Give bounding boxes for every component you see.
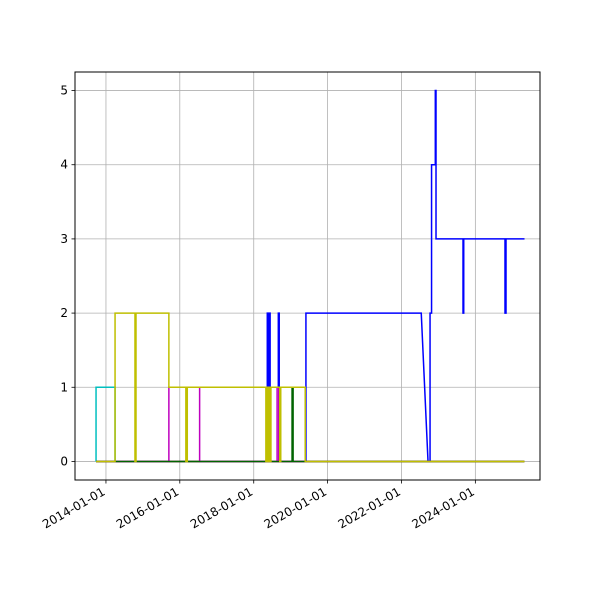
y-tick-label: 0: [60, 454, 68, 468]
plot-frame: [74, 71, 541, 481]
x-tick-label: 2014-01-01: [40, 484, 107, 531]
y-tick-label: 3: [60, 232, 68, 246]
grid: [75, 72, 540, 480]
x-tick-label: 2016-01-01: [114, 484, 181, 531]
y-tick-label: 4: [60, 158, 68, 172]
x-tick-label: 2020-01-01: [262, 484, 329, 531]
series-line-2: [95, 386, 525, 463]
y-tick-label: 5: [60, 84, 68, 98]
x-tick-label: 2022-01-01: [336, 484, 403, 531]
x-tick-label: 2018-01-01: [188, 484, 255, 531]
y-tick-label: 2: [60, 306, 68, 320]
x-tick-label: 2024-01-01: [409, 484, 476, 531]
series-line-1: [96, 89, 525, 463]
series-line-4: [96, 386, 525, 463]
series-layer: [95, 89, 525, 463]
y-tick-label: 1: [60, 380, 68, 394]
series-line-5: [96, 386, 525, 463]
series-line-6: [96, 312, 525, 463]
